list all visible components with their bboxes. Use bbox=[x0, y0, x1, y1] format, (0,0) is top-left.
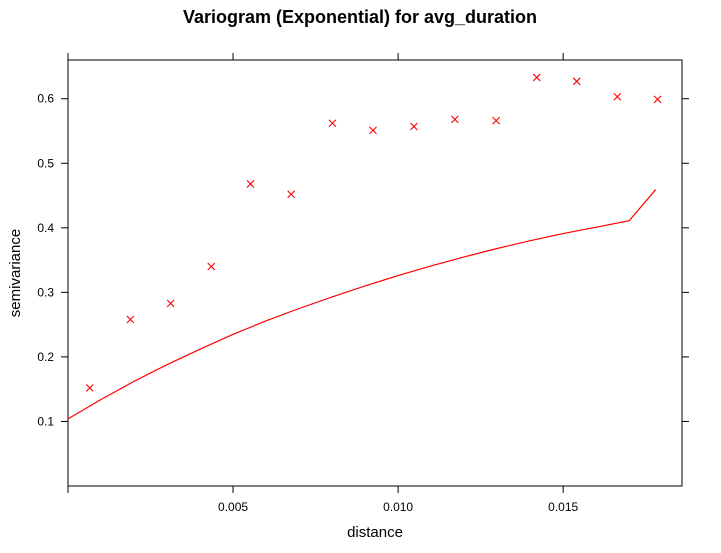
variogram-point bbox=[85, 384, 94, 392]
variogram-point bbox=[369, 126, 377, 135]
fitted-model-layer bbox=[67, 189, 657, 420]
x-axis-label: distance bbox=[347, 524, 403, 541]
y-tick-label: 0.6 bbox=[37, 92, 54, 106]
variogram-point bbox=[166, 299, 175, 308]
variogram-point bbox=[532, 73, 541, 82]
y-tick-label: 0.2 bbox=[37, 350, 54, 364]
variogram-point bbox=[246, 180, 255, 188]
y-tick-label: 0.1 bbox=[37, 414, 54, 428]
variogram-point bbox=[653, 95, 662, 104]
variogram-point bbox=[287, 190, 296, 199]
variogram-point bbox=[450, 115, 459, 124]
chart-title: Variogram (Exponential) for avg_duration bbox=[183, 7, 537, 27]
x-tick-label: 0.005 bbox=[218, 500, 248, 514]
y-axis-label: semivariance bbox=[7, 229, 24, 317]
variogram-point bbox=[328, 119, 337, 128]
variogram-point bbox=[572, 77, 581, 86]
y-tick-label: 0.3 bbox=[37, 285, 54, 299]
variogram-point bbox=[613, 92, 622, 101]
plot-frame bbox=[67, 59, 683, 487]
x-tick-label: 0.015 bbox=[548, 500, 578, 514]
y-axis: 0.1 0.2 0.3 0.4 0.5 0.6 bbox=[37, 92, 689, 428]
variogram-point bbox=[126, 315, 135, 324]
x-axis: 0.005 0.010 0.015 bbox=[67, 53, 579, 514]
x-tick-label: 0.010 bbox=[383, 500, 413, 514]
variogram-point bbox=[207, 262, 216, 271]
variogram-point bbox=[492, 116, 501, 125]
variogram-point bbox=[410, 122, 418, 131]
y-tick-label: 0.4 bbox=[37, 221, 54, 235]
fitted-variogram-curve bbox=[67, 189, 657, 420]
empirical-points-layer bbox=[85, 73, 662, 392]
y-tick-label: 0.5 bbox=[37, 156, 54, 170]
